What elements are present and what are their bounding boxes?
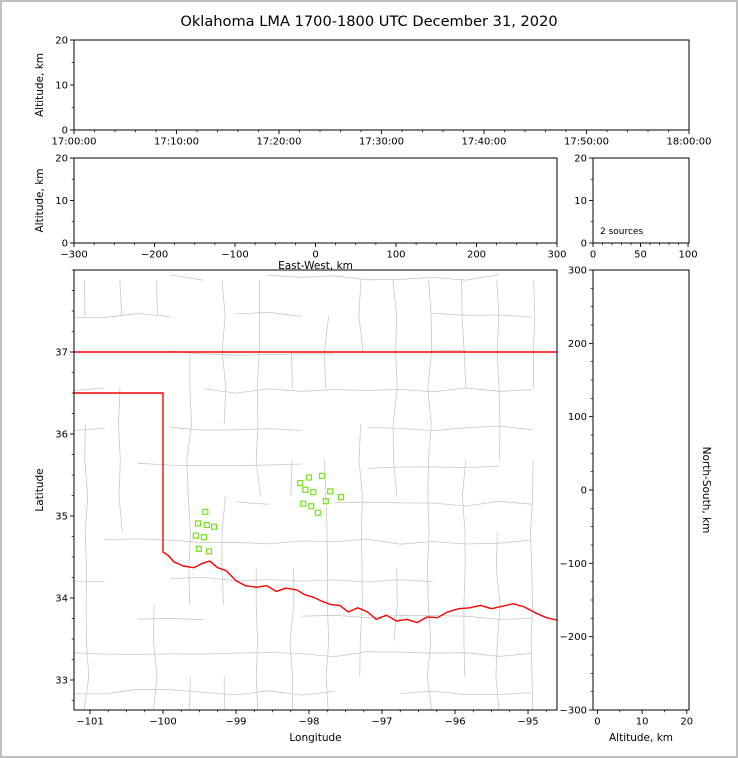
y-axis-label: Latitude xyxy=(34,468,46,511)
x-tick-label: 17:20:00 xyxy=(257,137,302,148)
y-tick-label: 300 xyxy=(568,266,587,277)
panel-time-height: 17:00:00 17:10:00 17:20:00 17:30:00 17:40:00… xyxy=(34,36,711,148)
lma-station-marker xyxy=(192,532,199,539)
x-tick-label: 100 xyxy=(386,250,405,261)
x-tick-label: 18:00:00 xyxy=(667,137,712,148)
x-tick-label: 17:00:00 xyxy=(52,137,97,148)
panel-frame xyxy=(73,157,558,244)
x-tick-label: 20 xyxy=(680,717,693,728)
x-tick-label: −98 xyxy=(298,717,319,728)
y-tick-label: 10 xyxy=(55,81,68,92)
x-tick-label: −100 xyxy=(221,250,248,261)
y-axis-label: Altitude, km xyxy=(34,168,46,232)
x-tick-label: −300 xyxy=(60,250,87,261)
panel-ew-height: −300 −200 −100 0 100 200 300 0 10 20 East-West, km… xyxy=(34,154,567,273)
figure-title: Oklahoma LMA 1700-1800 UTC December 31, … xyxy=(180,13,558,30)
y-tick-label: 10 xyxy=(574,196,587,207)
x-tick-label: 100 xyxy=(679,250,698,261)
lma-station-marker xyxy=(310,489,317,496)
lma-station-marker xyxy=(194,520,202,527)
panel-frame xyxy=(592,157,690,244)
x-axis-label: East-West, km xyxy=(278,260,353,272)
lma-station-marker xyxy=(211,523,218,530)
x-tick-label: 0 xyxy=(594,717,600,728)
lma-station-marker xyxy=(205,548,213,555)
lma-station-marker xyxy=(300,500,307,507)
county-boundaries xyxy=(74,274,536,710)
x-tick-label: 0 xyxy=(312,250,318,261)
panel-frame xyxy=(73,39,690,131)
lma-station-marker xyxy=(302,486,309,493)
y-tick-label: −300 xyxy=(560,706,587,717)
lma-station-marker xyxy=(200,534,207,541)
y-tick-label: 10 xyxy=(55,196,68,207)
panel-alt-histogram: 0 50 100 0 10 20 2 sources xyxy=(574,154,697,261)
y-tick-label: 100 xyxy=(568,412,587,423)
map-layers xyxy=(74,274,557,710)
x-tick-label: 0 xyxy=(590,250,596,261)
x-tick-label: 200 xyxy=(467,250,486,261)
y-tick-label: 34 xyxy=(55,593,68,604)
y-tick-label: 0 xyxy=(581,239,587,250)
lma-station-marker xyxy=(314,509,321,516)
x-tick-label: −200 xyxy=(141,250,168,261)
x-tick-label: −99 xyxy=(225,717,246,728)
x-tick-label: −95 xyxy=(517,717,538,728)
y-tick-label: 0 xyxy=(581,486,587,497)
x-tick-label: 10 xyxy=(636,717,649,728)
y-tick-label: 20 xyxy=(55,154,68,165)
panel-ns-height: 0 10 20 −300 −200 −100 0 100 200 300 Altitude, km N… xyxy=(560,266,712,745)
lma-station-marker xyxy=(319,472,326,479)
x-tick-label: 300 xyxy=(547,250,566,261)
y-tick-label: 20 xyxy=(55,36,68,47)
x-tick-label: −100 xyxy=(149,717,176,728)
x-axis-label: Altitude, km xyxy=(609,732,673,744)
x-tick-label: −96 xyxy=(444,717,465,728)
y-tick-label: −200 xyxy=(560,632,587,643)
y-tick-label: 33 xyxy=(55,675,68,686)
lma-station-marker xyxy=(305,474,313,481)
sources-count-label: 2 sources xyxy=(600,227,643,237)
y-axis-label-right: North-South, km xyxy=(700,447,712,534)
lma-station-marker xyxy=(322,498,329,505)
panel-frame xyxy=(73,269,558,711)
lma-station-marker xyxy=(308,503,315,510)
y-tick-label: 36 xyxy=(55,429,68,440)
lma-station-marker xyxy=(327,488,334,495)
y-tick-label: 20 xyxy=(574,154,587,165)
panel-frame xyxy=(592,269,690,711)
x-tick-label: −101 xyxy=(76,717,103,728)
x-tick-label: 17:30:00 xyxy=(359,137,404,148)
x-axis-label: Longitude xyxy=(289,732,341,744)
x-tick-label: −97 xyxy=(371,717,392,728)
x-tick-label: 17:10:00 xyxy=(154,137,199,148)
y-tick-label: 0 xyxy=(62,126,68,137)
lma-station-marker xyxy=(203,521,210,529)
lma-station-marker xyxy=(202,508,209,515)
lma-station-marker xyxy=(297,480,304,487)
x-tick-label: 17:50:00 xyxy=(564,137,609,148)
y-tick-label: −100 xyxy=(560,559,587,570)
y-tick-label: 200 xyxy=(568,339,587,350)
lma-station-marker xyxy=(195,545,202,552)
y-tick-label: 0 xyxy=(62,239,68,250)
x-tick-label: 17:40:00 xyxy=(462,137,507,148)
state-border-line xyxy=(74,392,557,624)
y-axis-label: Altitude, km xyxy=(34,53,46,117)
y-tick-label: 35 xyxy=(55,511,68,522)
lma-station-marker xyxy=(338,494,345,501)
panel-plan-map: −101 −100 −99 −98 −97 −96 −95 33 34 35 36 37 Longitu… xyxy=(34,269,558,744)
x-tick-label: 50 xyxy=(634,250,647,261)
y-tick-label: 37 xyxy=(55,347,68,358)
